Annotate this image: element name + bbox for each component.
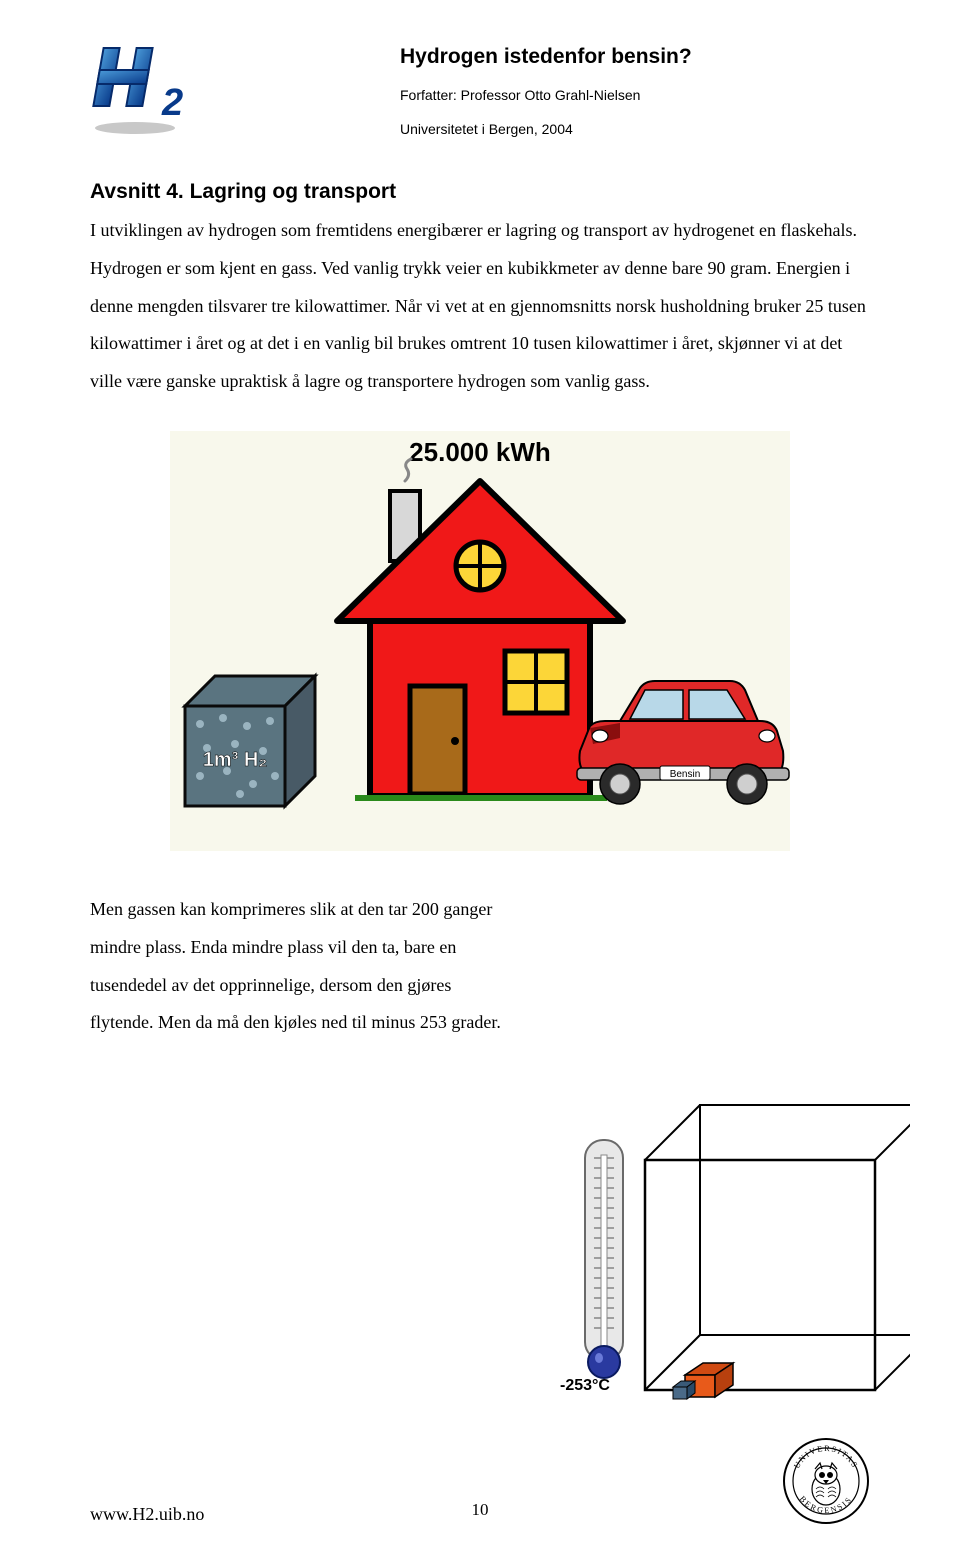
page-number: 10 [472, 1500, 489, 1520]
svg-text:25.000 kWh: 25.000 kWh [409, 437, 551, 467]
paragraph-2: Men gassen kan komprimeres slik at den t… [90, 891, 510, 1042]
h2-logo: 2 [90, 40, 190, 140]
svg-text:Bensin: Bensin [670, 769, 701, 780]
page-footer: www.H2.uib.no 10 UNIVERSITAS BERGENSIS [90, 1437, 870, 1525]
document-author: Forfatter: Professor Otto Grahl-Nielsen [400, 87, 870, 103]
university-seal: UNIVERSITAS BERGENSIS [782, 1437, 870, 1525]
document-title: Hydrogen istedenfor bensin? [400, 45, 870, 69]
section-title: Avsnitt 4. Lagring og transport [90, 180, 870, 204]
svg-text:-253°C: -253°C [560, 1377, 610, 1394]
header-text-block: Hydrogen istedenfor bensin? Forfatter: P… [220, 40, 870, 137]
energy-infographic: 25.000 kWh1m³ H₂3 kWhBensin10.000 kWh [170, 431, 790, 851]
document-header: 2 Hydrogen istedenfor bensin? Forfatter:… [90, 40, 870, 140]
svg-text:2: 2 [161, 82, 183, 124]
paragraph-1: I utviklingen av hydrogen som fremtidens… [90, 212, 870, 401]
document-affiliation: Universitetet i Bergen, 2004 [400, 121, 870, 137]
compression-figure: -253°C [530, 1095, 910, 1435]
svg-text:1m³ H₂: 1m³ H₂ [203, 749, 267, 771]
footer-url: www.H2.uib.no [90, 1504, 204, 1525]
